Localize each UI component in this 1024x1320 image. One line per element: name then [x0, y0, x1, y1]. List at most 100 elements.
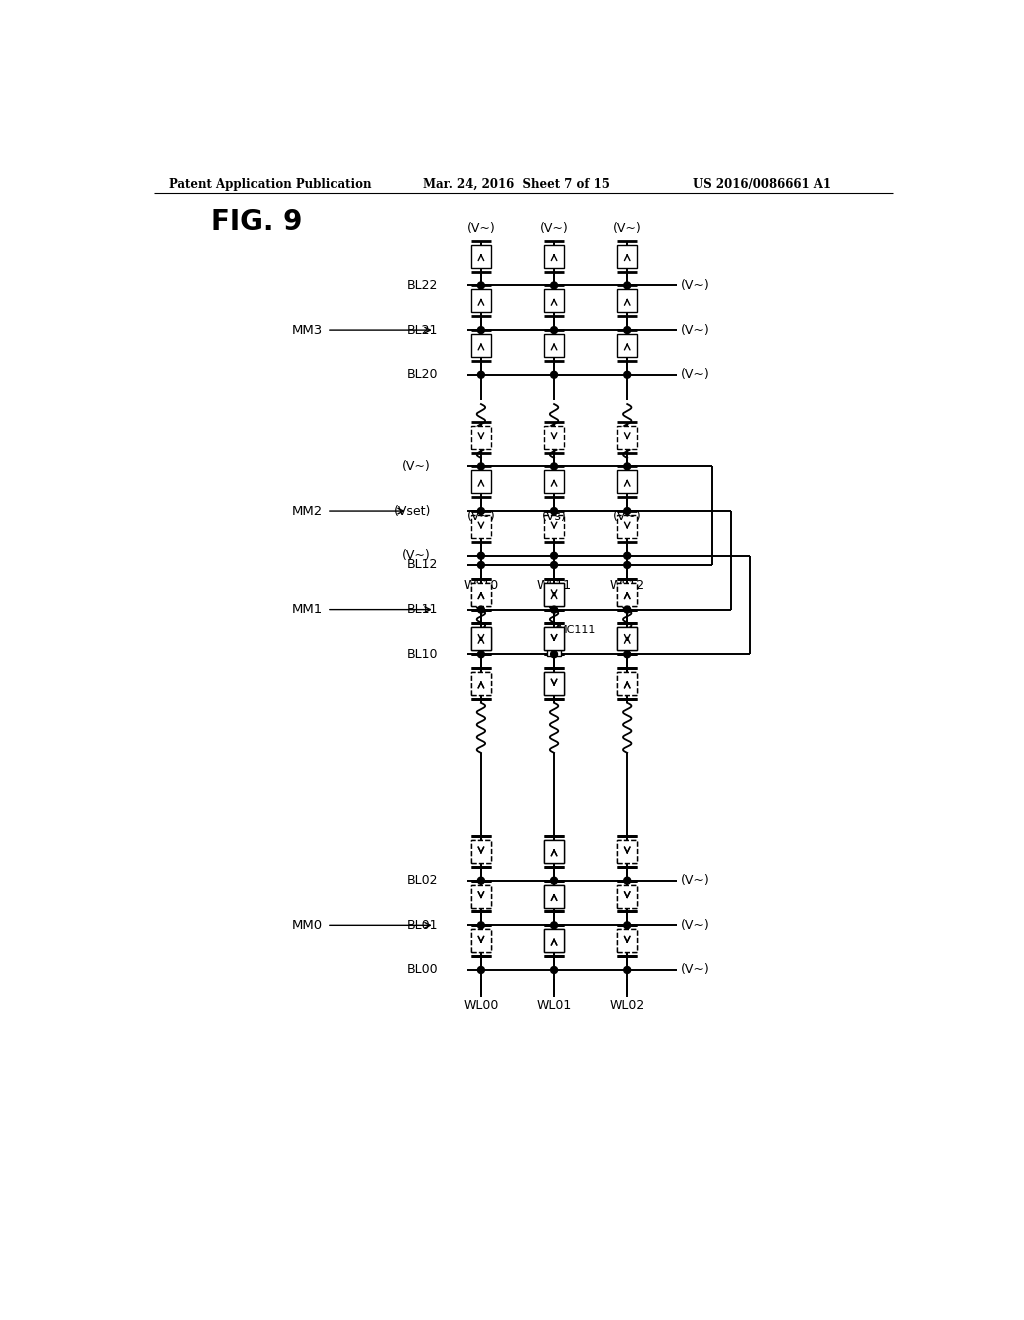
Circle shape	[477, 371, 484, 379]
Text: MM3: MM3	[292, 323, 323, 337]
Bar	[617, 884, 637, 908]
Text: (V~): (V~)	[402, 549, 431, 562]
Circle shape	[477, 326, 484, 334]
Bar	[617, 929, 637, 952]
Text: (V~): (V~)	[612, 510, 642, 523]
Bar	[471, 929, 490, 952]
Text: FIG. 9: FIG. 9	[211, 209, 303, 236]
Circle shape	[551, 878, 557, 884]
Bar	[617, 672, 637, 696]
Text: (Vs): (Vs)	[542, 510, 566, 523]
Circle shape	[477, 651, 484, 657]
Bar	[617, 627, 637, 651]
Text: MM2: MM2	[292, 504, 323, 517]
Bar	[471, 470, 490, 494]
Bar	[471, 244, 490, 268]
Bar	[471, 515, 490, 539]
Text: (Vset): (Vset)	[393, 504, 431, 517]
Text: BL11: BL11	[408, 603, 438, 616]
Circle shape	[624, 463, 631, 470]
Circle shape	[551, 282, 557, 289]
Bar	[471, 884, 490, 908]
Text: BL02: BL02	[408, 874, 438, 887]
Text: (V~): (V~)	[467, 222, 496, 235]
Bar	[471, 929, 490, 952]
Circle shape	[624, 326, 631, 334]
Text: Mar. 24, 2016  Sheet 7 of 15: Mar. 24, 2016 Sheet 7 of 15	[423, 178, 610, 190]
Bar	[544, 334, 564, 358]
Circle shape	[477, 878, 484, 884]
Bar	[544, 840, 564, 863]
Text: (V~): (V~)	[681, 279, 710, 292]
Text: MM0: MM0	[292, 919, 323, 932]
Text: BL12: BL12	[408, 558, 438, 572]
Bar	[617, 334, 637, 358]
Text: BL21: BL21	[408, 323, 438, 337]
Bar	[617, 840, 637, 863]
Circle shape	[477, 463, 484, 470]
Bar	[617, 470, 637, 494]
Circle shape	[551, 606, 557, 612]
Text: (V~): (V~)	[681, 964, 710, 977]
Text: WL10: WL10	[463, 579, 499, 591]
Circle shape	[624, 606, 631, 612]
Bar	[617, 627, 637, 651]
Circle shape	[477, 282, 484, 289]
Text: US 2016/0086661 A1: US 2016/0086661 A1	[692, 178, 830, 190]
Bar	[544, 515, 564, 539]
Bar	[544, 627, 564, 651]
Text: (V~): (V~)	[612, 222, 642, 235]
Text: MM1: MM1	[292, 603, 323, 616]
Bar	[617, 425, 637, 449]
Bar	[547, 651, 561, 656]
Bar	[544, 929, 564, 952]
Bar	[544, 840, 564, 863]
Circle shape	[624, 508, 631, 515]
Circle shape	[551, 508, 557, 515]
Bar	[617, 884, 637, 908]
Bar	[471, 840, 490, 863]
Circle shape	[624, 561, 631, 569]
Text: WL11: WL11	[537, 579, 571, 591]
Bar	[544, 244, 564, 268]
Bar	[544, 929, 564, 952]
Bar	[617, 515, 637, 539]
Bar	[544, 582, 564, 606]
Circle shape	[477, 552, 484, 560]
Circle shape	[624, 651, 631, 657]
Bar	[617, 582, 637, 606]
Bar	[471, 425, 490, 449]
Circle shape	[551, 463, 557, 470]
Circle shape	[477, 561, 484, 569]
Text: BL00: BL00	[407, 964, 438, 977]
Circle shape	[624, 878, 631, 884]
Circle shape	[551, 326, 557, 334]
Bar	[544, 289, 564, 313]
Bar	[617, 672, 637, 696]
Bar	[544, 627, 564, 651]
Bar	[471, 672, 490, 696]
Bar	[544, 672, 564, 696]
Bar	[544, 470, 564, 494]
Circle shape	[551, 651, 557, 657]
Text: (V~): (V~)	[467, 510, 496, 523]
Text: WL02: WL02	[609, 999, 645, 1012]
Text: WL12: WL12	[609, 579, 645, 591]
Bar	[471, 582, 490, 606]
Text: (V~): (V~)	[402, 459, 431, 473]
Text: (V~): (V~)	[540, 222, 568, 235]
Circle shape	[477, 921, 484, 929]
Bar	[544, 425, 564, 449]
Circle shape	[624, 552, 631, 560]
Bar	[544, 582, 564, 606]
Bar	[617, 929, 637, 952]
Text: MC111: MC111	[558, 626, 596, 635]
Text: Patent Application Publication: Patent Application Publication	[169, 178, 372, 190]
Circle shape	[624, 921, 631, 929]
Bar	[617, 840, 637, 863]
Bar	[471, 582, 490, 606]
Bar	[471, 334, 490, 358]
Bar	[544, 884, 564, 908]
Bar	[544, 672, 564, 696]
Text: WL00: WL00	[463, 999, 499, 1012]
